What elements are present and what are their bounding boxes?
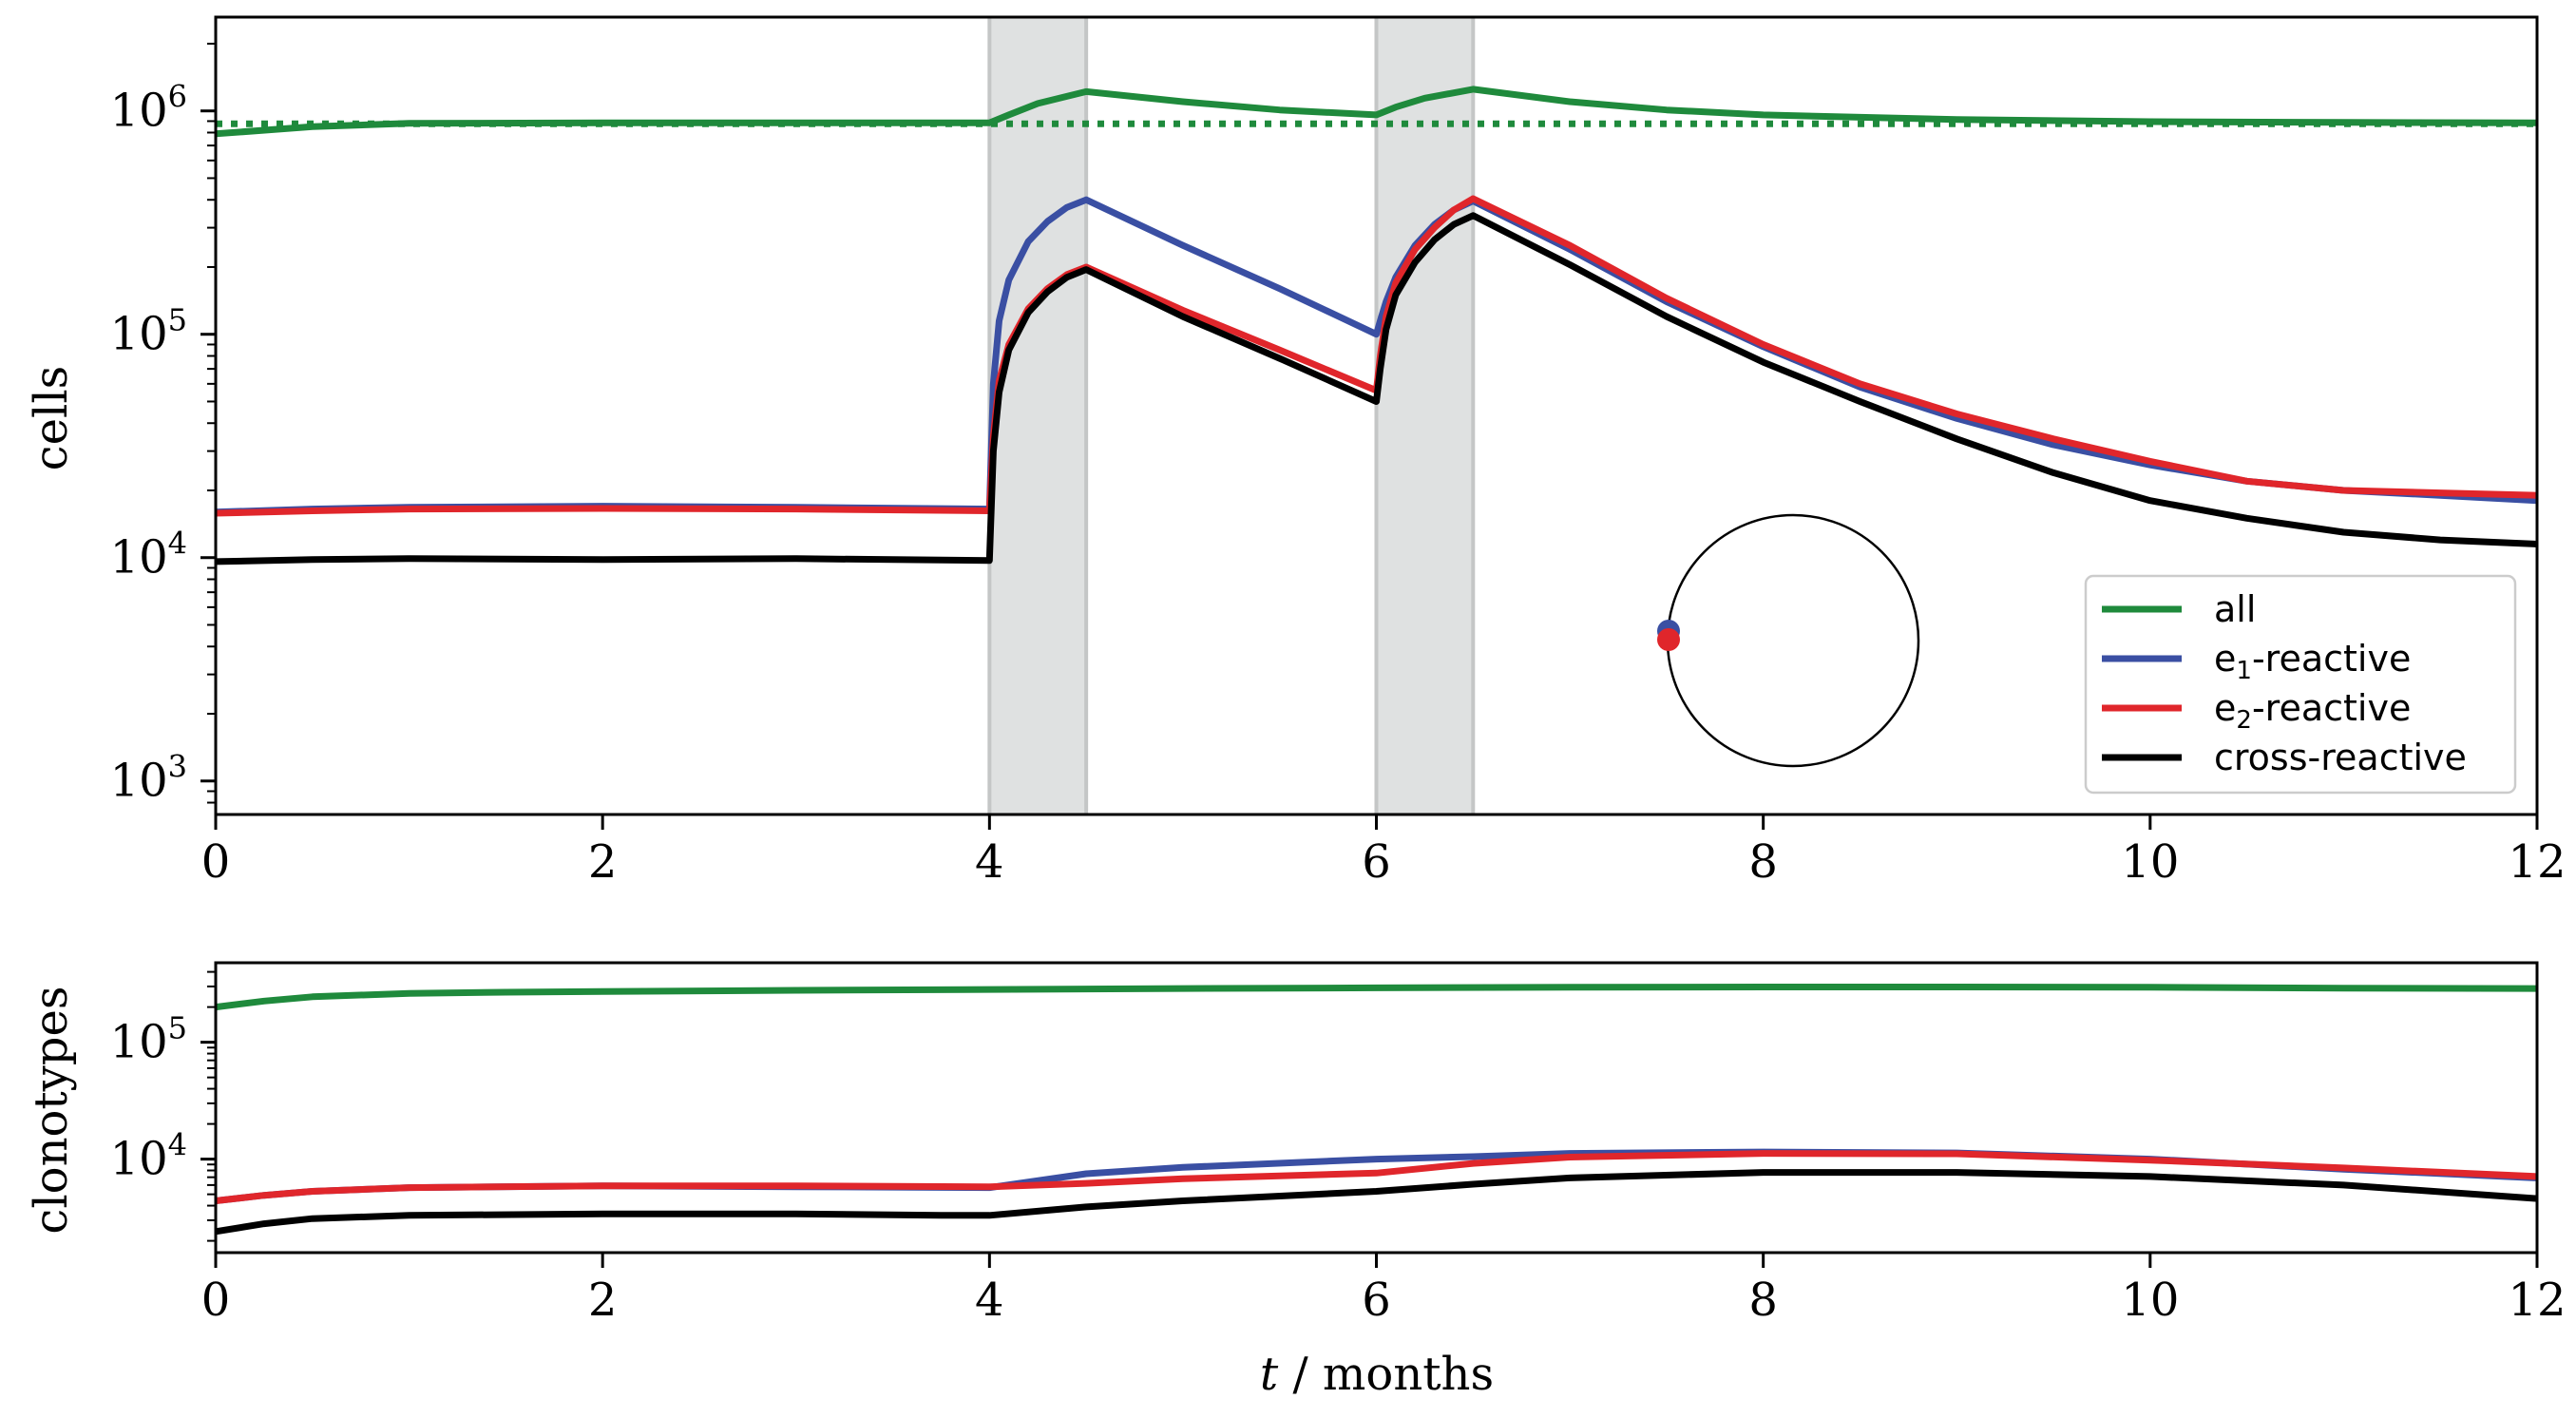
- y-ticks: 104 105: [110, 970, 216, 1242]
- legend-box: [2084, 574, 2517, 795]
- series-lines: [215, 86, 2538, 565]
- x-tick-label: 10: [2121, 835, 2179, 889]
- plot-frame: [214, 15, 2539, 816]
- y-axis-label: cells: [25, 366, 78, 471]
- x-ticks: 0 2 4 6 8 10 12: [201, 814, 2566, 889]
- series-all: [215, 86, 2538, 138]
- y-tick-label: 104: [110, 1127, 187, 1186]
- x-tick-label: 12: [2508, 835, 2566, 889]
- y-axis-label: clonotypes: [25, 986, 78, 1234]
- legend-label-e1: e1-reactive: [2214, 638, 2411, 685]
- x-tick-label: 0: [201, 1274, 231, 1327]
- y-tick-label: 104: [110, 526, 187, 584]
- x-tick-label: 4: [975, 1274, 1004, 1327]
- x-tick-label: 2: [588, 1274, 618, 1327]
- x-tick-label: 10: [2121, 1274, 2179, 1327]
- legend-label-e2: e2-reactive: [2214, 687, 2411, 735]
- y-tick-label: 103: [110, 749, 187, 808]
- legend: all e1-reactive e2-reactive cross-reacti…: [2084, 574, 2517, 795]
- y-tick-label: 105: [110, 302, 187, 361]
- legend-label-cross: cross-reactive: [2214, 737, 2467, 778]
- series-cross-reactive: [215, 1169, 2538, 1236]
- inset-circle: [1666, 513, 1920, 768]
- series-all: [215, 984, 2538, 1011]
- x-ticks: 0 2 4 6 8 10 12: [201, 1253, 2566, 1327]
- series-cross-reactive: [215, 212, 2538, 565]
- x-tick-label: 12: [2508, 1274, 2566, 1327]
- plot-frame: [214, 961, 2539, 1255]
- x-tick-label: 6: [1362, 1274, 1391, 1327]
- series-lines: [215, 984, 2538, 1236]
- clonotypes-panel: 104 105 0 2 4 6 8 10 12 clonotypes t / months: [25, 961, 2566, 1401]
- x-tick-label: 8: [1748, 835, 1778, 889]
- x-tick-label: 0: [201, 835, 231, 889]
- series-e2-reactive: [215, 1150, 2538, 1204]
- x-tick-label: 6: [1362, 835, 1391, 889]
- x-tick-label: 4: [975, 835, 1004, 889]
- y-ticks: 103 104 105 106: [110, 42, 216, 808]
- shaded-region-1: [1376, 17, 1474, 814]
- shaded-regions: [987, 17, 1476, 814]
- shaded-region-0: [989, 17, 1087, 814]
- inset-marker-e2: [1657, 628, 1680, 651]
- cells-panel: 103 104 105 106 0 2 4 6 8 10 12 cells all e1-reac…: [25, 15, 2566, 889]
- legend-label-all: all: [2214, 588, 2256, 630]
- y-tick-label: 106: [110, 79, 187, 138]
- x-tick-label: 2: [588, 835, 618, 889]
- x-tick-label: 8: [1748, 1274, 1778, 1327]
- y-tick-label: 105: [110, 1010, 187, 1069]
- x-axis-label: t / months: [1260, 1348, 1494, 1401]
- inset-circle-diagram: [1657, 513, 1920, 768]
